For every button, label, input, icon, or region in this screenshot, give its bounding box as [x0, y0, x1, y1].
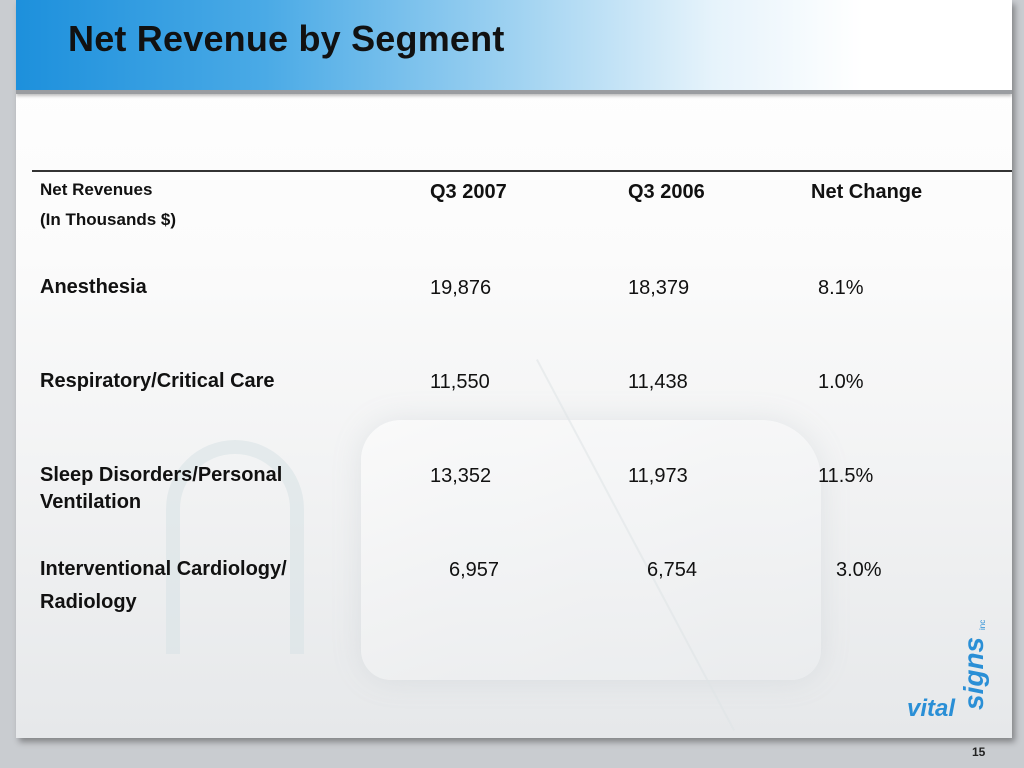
logo-word-vital: vital: [907, 695, 956, 722]
title-band: Net Revenue by Segment: [16, 0, 1012, 94]
table-cell: 11,973: [628, 465, 688, 487]
table-cell: 11,438: [628, 371, 688, 393]
logo-suffix-inc: inc: [978, 620, 987, 630]
vital-signs-logo: vital signs inc: [907, 620, 989, 722]
page-number: 15: [972, 745, 986, 759]
table-cell: 6,754: [647, 559, 698, 581]
row-label-sleep-disorders: Sleep Disorders/Personal: [40, 464, 283, 486]
slide: Net Revenue by Segment: [16, 0, 1012, 738]
row-label-respiratory: Respiratory/Critical Care: [40, 370, 275, 392]
row-label-sleep-disorders-line2: Ventilation: [40, 491, 142, 513]
table-cell: 18,379: [628, 277, 690, 299]
table-cell: 6,957: [449, 559, 500, 581]
column-header-q3-2007: Q3 2007: [430, 181, 507, 203]
table-cell: 8.1%: [818, 277, 864, 299]
slide-title: Net Revenue by Segment: [68, 18, 505, 59]
table-cell: 11,550: [430, 371, 490, 393]
column-header-q3-2006: Q3 2006: [628, 181, 705, 203]
logo-word-signs: signs: [958, 637, 989, 710]
header-in-thousands: (In Thousands $): [40, 210, 176, 229]
row-label-interventional: Interventional Cardiology/: [40, 558, 287, 580]
table-cell: 19,876: [430, 277, 492, 299]
row-label-anesthesia: Anesthesia: [40, 276, 147, 298]
header-net-revenues: Net Revenues: [40, 180, 153, 199]
table-cell: 1.0%: [818, 371, 864, 393]
row-label-interventional-line2: Radiology: [40, 591, 137, 613]
table-cell: 3.0%: [836, 559, 882, 581]
column-header-net-change: Net Change: [811, 181, 923, 203]
table-cell: 11.5%: [818, 465, 874, 487]
table-top-rule: [32, 170, 1012, 172]
table-cell: 13,352: [430, 465, 492, 487]
